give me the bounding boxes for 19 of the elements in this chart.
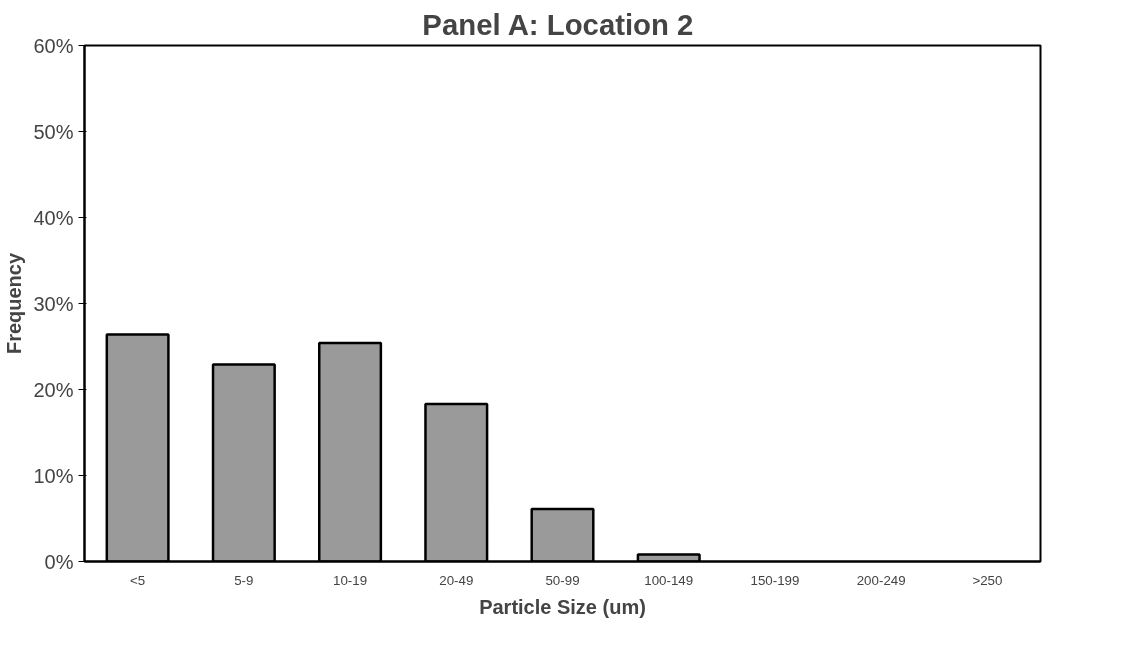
x-tick-label: 100-149 bbox=[644, 572, 694, 588]
y-tick-label: 30% bbox=[33, 292, 74, 315]
y-tick-label: 20% bbox=[33, 378, 74, 401]
x-tick-label: <5 bbox=[130, 572, 146, 588]
y-tick-label: 60% bbox=[33, 34, 74, 57]
x-tick-label: 20-49 bbox=[439, 572, 474, 588]
y-tick-label: 40% bbox=[33, 206, 74, 229]
y-tick-label: 0% bbox=[44, 550, 74, 573]
x-tick-label: 5-9 bbox=[234, 572, 254, 588]
x-tick-label: 150-199 bbox=[750, 572, 800, 588]
y-tick-label: 10% bbox=[33, 464, 74, 487]
x-tick-label: 10-19 bbox=[333, 572, 368, 588]
chart-title: Panel A: Location 2 bbox=[422, 7, 694, 41]
x-axis-title: Particle Size (um) bbox=[479, 595, 646, 618]
x-tick-label: 200-249 bbox=[856, 572, 906, 588]
x-tick-label: >250 bbox=[972, 572, 1003, 588]
x-tick-label: 50-99 bbox=[545, 572, 580, 588]
y-axis-title: Frequency bbox=[3, 252, 26, 355]
y-tick-label: 50% bbox=[33, 120, 74, 143]
